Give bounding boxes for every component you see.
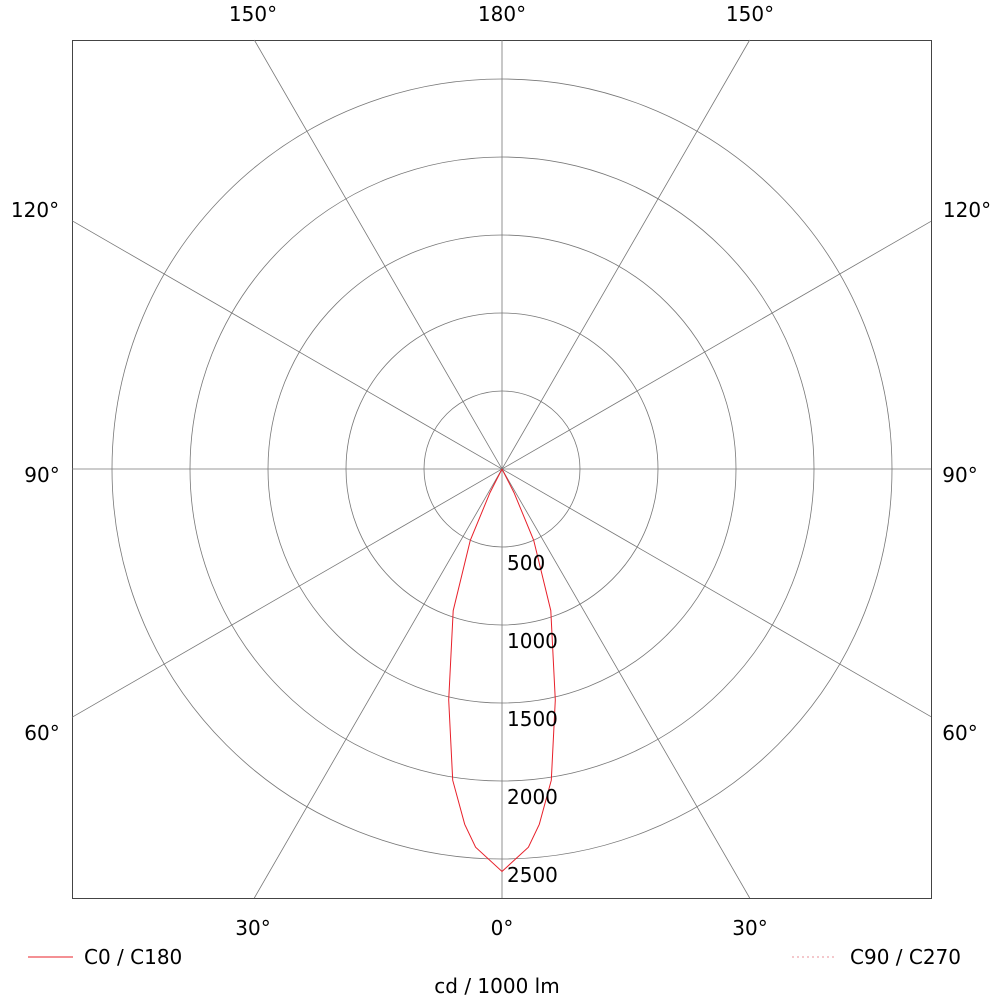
- angle-label-right-120: 120°: [942, 198, 992, 222]
- radial-tick-label: 1500: [507, 707, 558, 731]
- angle-label-top-left: 150°: [228, 2, 278, 26]
- legend-label-c0-c180: C0 / C180: [84, 945, 183, 969]
- unit-label: cd / 1000 lm: [434, 974, 560, 998]
- radial-tick-label: 2000: [507, 785, 558, 809]
- angle-label-right-60: 60°: [942, 721, 978, 745]
- radial-tick-label: 500: [507, 551, 546, 575]
- legend-label-c90-c270: C90 / C270: [850, 945, 962, 969]
- angle-label-left-90: 90°: [24, 463, 60, 487]
- angle-label-right-90: 90°: [942, 463, 978, 487]
- series-curve-c0-c180: [448, 468, 556, 873]
- angle-label-top-center: 180°: [477, 2, 527, 26]
- angle-label-left-60: 60°: [24, 721, 60, 745]
- radial-tick-label: 1000: [507, 629, 558, 653]
- radial-tick-label: 2500: [507, 863, 558, 887]
- angle-label-bottom-left: 30°: [235, 916, 271, 940]
- angle-label-top-right: 150°: [725, 2, 775, 26]
- angle-label-bottom-right: 30°: [732, 916, 768, 940]
- angle-label-bottom-center: 0°: [490, 916, 514, 940]
- angle-label-left-120: 120°: [10, 198, 60, 222]
